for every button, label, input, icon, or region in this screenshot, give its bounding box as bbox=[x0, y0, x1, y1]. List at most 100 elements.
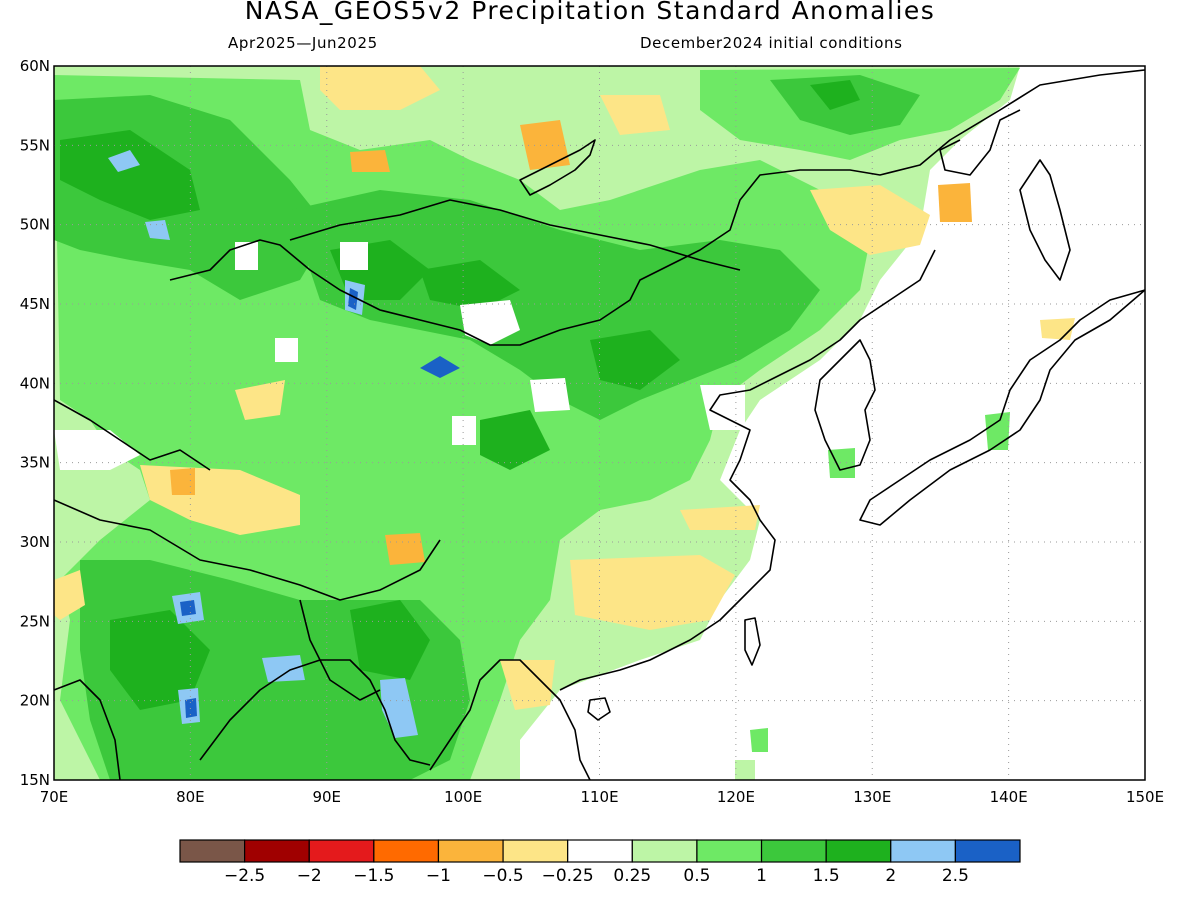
colorbar-swatch bbox=[179, 839, 246, 863]
colorbar-swatch bbox=[502, 839, 569, 863]
anomaly-neutral-region bbox=[340, 242, 368, 270]
anomaly-orange-region bbox=[385, 533, 425, 565]
longitude-tick-label: 80E bbox=[176, 788, 205, 806]
anomaly-blue-region bbox=[185, 698, 197, 718]
anomaly-orange-region bbox=[170, 468, 195, 495]
anomaly-light-orange-region bbox=[54, 570, 85, 620]
latitude-tick-label: 35N bbox=[20, 454, 50, 472]
anomaly-green-region bbox=[750, 728, 768, 752]
anomaly-blue-region bbox=[180, 600, 196, 616]
map-title: NASA_GEOS5v2 Precipitation Standard Anom… bbox=[244, 0, 936, 25]
forecast-period: Apr2025—Jun2025 bbox=[228, 34, 378, 52]
anomaly-light-orange-region bbox=[680, 505, 760, 530]
anomaly-dark-green-region bbox=[420, 260, 520, 310]
anomaly-blue-region bbox=[348, 288, 358, 310]
latitude-tick-label: 40N bbox=[20, 374, 50, 392]
latitude-tick-label: 55N bbox=[20, 136, 50, 154]
anomaly-neutral-region bbox=[700, 385, 745, 430]
anomaly-light-blue-region bbox=[262, 655, 305, 682]
longitude-tick-label: 140E bbox=[990, 788, 1028, 806]
coastlines bbox=[54, 69, 1145, 780]
longitude-tick-label: 110E bbox=[580, 788, 618, 806]
anomaly-orange-region bbox=[520, 120, 570, 170]
anomaly-dark-green-region bbox=[60, 130, 200, 220]
longitude-tick-label: 130E bbox=[853, 788, 891, 806]
anomaly-light-orange-region bbox=[600, 95, 670, 135]
colorbar-swatch bbox=[437, 839, 504, 863]
myanmar-border bbox=[299, 599, 381, 701]
anomaly-dark-green-region bbox=[480, 410, 550, 470]
latitude-tick-label: 45N bbox=[20, 295, 50, 313]
colorbar-label: 0.25 bbox=[613, 866, 651, 886]
colorbar-label: −2.5 bbox=[224, 866, 265, 886]
anomaly-dark-green-region bbox=[810, 80, 860, 110]
anomaly-neutral-region bbox=[235, 242, 258, 270]
korea-coastline bbox=[814, 339, 876, 471]
tibet-border bbox=[54, 399, 211, 471]
longitude-axis: 70E 80E 90E 100E 110E 120E 130E 140E 150E bbox=[40, 788, 1164, 806]
latitude-axis: 15N 20N 25N 30N 35N 40N 45N 50N 55N 60N bbox=[20, 57, 50, 789]
japan-coastline bbox=[859, 289, 1145, 526]
colorbar-label: −1 bbox=[426, 866, 451, 886]
anomaly-light-orange-region bbox=[500, 660, 555, 710]
colorbar-swatch bbox=[890, 839, 956, 863]
anomaly-shading bbox=[54, 66, 1075, 780]
colorbar-label: 2.5 bbox=[942, 866, 969, 886]
colorbar: −2.5 −2 −1.5 −1 −0.5 −0.25 0.25 0.5 1 1.5 2 2.5 bbox=[179, 839, 1021, 886]
colorbar-label: −0.25 bbox=[542, 866, 594, 886]
latitude-tick-label: 25N bbox=[20, 612, 50, 630]
anomaly-orange-region bbox=[938, 183, 972, 222]
map-frame bbox=[53, 65, 1146, 781]
colorbar-label: −2 bbox=[297, 866, 322, 886]
anomaly-light-orange-region bbox=[1040, 318, 1075, 340]
initial-conditions: December2024 initial conditions bbox=[640, 34, 903, 52]
anomaly-neutral-region bbox=[54, 430, 140, 470]
colorbar-swatch bbox=[760, 839, 827, 863]
latitude-tick-label: 30N bbox=[20, 533, 50, 551]
sakhalin-coastline bbox=[939, 109, 1021, 176]
map-gridlines bbox=[54, 66, 1145, 780]
anomaly-dark-green-region bbox=[590, 330, 680, 390]
bay-of-bengal-coastline bbox=[199, 659, 431, 766]
china-coastline bbox=[559, 249, 936, 691]
japan-north-coastline bbox=[1019, 159, 1071, 281]
colorbar-swatch bbox=[373, 839, 440, 863]
anomaly-light-blue-region bbox=[145, 220, 170, 240]
anomaly-light-orange-region bbox=[810, 185, 930, 255]
anomaly-mid-green-region bbox=[290, 190, 820, 420]
longitude-tick-label: 120E bbox=[717, 788, 755, 806]
himalaya-border bbox=[54, 499, 441, 601]
latitude-tick-label: 15N bbox=[20, 771, 50, 789]
colorbar-swatch bbox=[954, 839, 1021, 863]
colorbar-swatch bbox=[567, 839, 633, 863]
colorbar-label: 2 bbox=[885, 866, 896, 886]
colorbar-label: 0.5 bbox=[683, 866, 710, 886]
anomaly-green-region bbox=[828, 448, 855, 478]
anomaly-neutral-region bbox=[530, 378, 570, 412]
colorbar-swatch bbox=[631, 839, 698, 863]
longitude-tick-label: 100E bbox=[444, 788, 482, 806]
anomaly-neutral-region bbox=[275, 338, 298, 362]
mongolia-border bbox=[289, 199, 741, 271]
india-coastline bbox=[54, 679, 121, 780]
anomaly-neutral-region bbox=[460, 300, 520, 345]
anomaly-light-green-region bbox=[735, 760, 755, 780]
longitude-tick-label: 90E bbox=[312, 788, 341, 806]
anomaly-blue-region bbox=[420, 356, 460, 378]
longitude-tick-label: 70E bbox=[40, 788, 69, 806]
colorbar-label: −1.5 bbox=[353, 866, 394, 886]
colorbar-label: 1.5 bbox=[813, 866, 840, 886]
anomaly-dark-green-region bbox=[350, 600, 430, 680]
latitude-tick-label: 20N bbox=[20, 692, 50, 710]
anomaly-light-orange-region bbox=[570, 555, 735, 630]
anomaly-dark-green-region bbox=[110, 610, 210, 710]
anomaly-light-blue-region bbox=[108, 150, 140, 172]
latitude-tick-label: 50N bbox=[20, 216, 50, 234]
indochina-coastline bbox=[429, 659, 591, 780]
lake-baikal bbox=[519, 139, 596, 196]
anomaly-orange-region bbox=[350, 150, 390, 172]
colorbar-label: 1 bbox=[756, 866, 767, 886]
latitude-tick-label: 60N bbox=[20, 57, 50, 75]
longitude-tick-label: 150E bbox=[1126, 788, 1164, 806]
